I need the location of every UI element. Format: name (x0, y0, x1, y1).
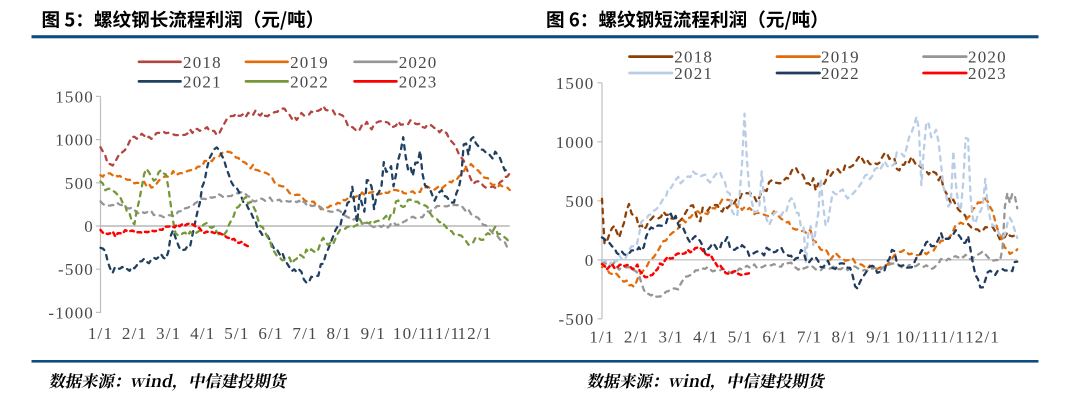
svg-text:2022: 2022 (290, 72, 329, 91)
svg-text:11/1: 11/1 (426, 324, 460, 343)
svg-text:7/1: 7/1 (292, 324, 317, 343)
svg-text:11/1: 11/1 (931, 328, 965, 347)
svg-text:2022: 2022 (821, 64, 860, 83)
svg-text:2018: 2018 (674, 48, 713, 67)
svg-text:5/1: 5/1 (224, 324, 249, 343)
svg-text:10/1: 10/1 (896, 328, 931, 347)
svg-text:-1000: -1000 (48, 303, 94, 322)
svg-text:9/1: 9/1 (866, 328, 891, 347)
svg-text:1/1: 1/1 (88, 324, 113, 343)
svg-text:2018: 2018 (183, 53, 222, 72)
svg-text:2020: 2020 (399, 53, 438, 72)
svg-text:-500: -500 (58, 260, 94, 279)
svg-text:12/1: 12/1 (457, 324, 492, 343)
svg-text:3/1: 3/1 (659, 328, 684, 347)
svg-text:8/1: 8/1 (327, 324, 352, 343)
svg-text:4/1: 4/1 (693, 328, 718, 347)
svg-text:1/1: 1/1 (589, 328, 614, 347)
svg-text:2/1: 2/1 (624, 328, 649, 347)
svg-text:12/1: 12/1 (965, 328, 1000, 347)
svg-text:7/1: 7/1 (797, 328, 822, 347)
svg-text:5/1: 5/1 (728, 328, 753, 347)
svg-text:2/1: 2/1 (122, 324, 147, 343)
svg-text:0: 0 (84, 217, 94, 236)
svg-text:2023: 2023 (399, 72, 438, 91)
svg-text:9/1: 9/1 (361, 324, 386, 343)
svg-text:4/1: 4/1 (190, 324, 215, 343)
svg-text:6/1: 6/1 (762, 328, 787, 347)
svg-text:2021: 2021 (674, 64, 713, 83)
svg-text:2019: 2019 (290, 53, 329, 72)
svg-text:6/1: 6/1 (258, 324, 283, 343)
svg-text:2023: 2023 (968, 64, 1007, 83)
svg-text:1500: 1500 (556, 74, 595, 93)
svg-text:1500: 1500 (55, 87, 94, 106)
svg-text:3/1: 3/1 (156, 324, 181, 343)
svg-text:2019: 2019 (821, 48, 860, 67)
svg-text:0: 0 (585, 251, 595, 270)
svg-text:500: 500 (65, 174, 94, 193)
svg-text:500: 500 (565, 192, 594, 211)
svg-text:2021: 2021 (183, 72, 222, 91)
svg-text:8/1: 8/1 (832, 328, 857, 347)
svg-text:10/1: 10/1 (393, 324, 428, 343)
svg-text:1000: 1000 (55, 131, 94, 150)
svg-text:-500: -500 (559, 310, 595, 329)
svg-text:1000: 1000 (556, 133, 595, 152)
svg-text:2020: 2020 (968, 48, 1007, 67)
